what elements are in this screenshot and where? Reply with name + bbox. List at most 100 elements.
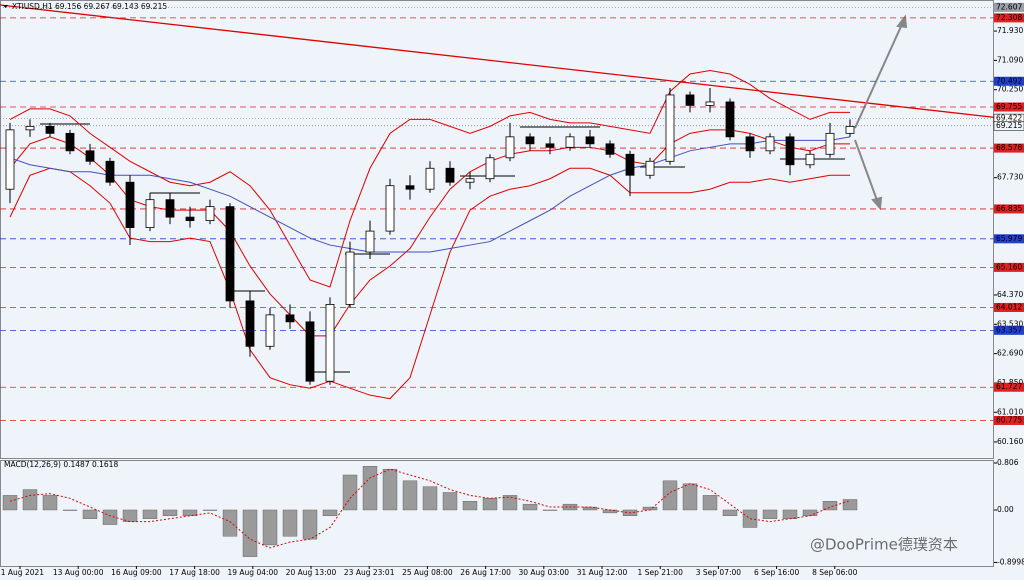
macd-bar (142, 509, 158, 519)
macd-bar (822, 501, 838, 511)
macd-bar (362, 466, 378, 511)
candle-body (45, 125, 55, 134)
candle-body (545, 143, 555, 148)
level-label: 66.835 (996, 204, 1022, 213)
macd-bar (542, 509, 558, 511)
y-tick-label: 67.730 (997, 173, 1023, 182)
macd-bar (742, 509, 758, 528)
candle-body (225, 206, 235, 302)
candle-body (845, 125, 855, 134)
candle-body (725, 101, 735, 138)
watermark: @DooPrime德璞资本 (810, 536, 958, 554)
x-tick-label: 26 Aug 17:00 (460, 568, 511, 577)
level-label: 65.160 (996, 262, 1022, 271)
level-label: 63.357 (996, 325, 1022, 334)
macd-tick-label: 0.806 (997, 458, 1019, 467)
x-tick-label: 20 Aug 13:00 (286, 568, 337, 577)
macd-bar (82, 509, 98, 519)
macd-tick-label: 0.00 (997, 505, 1014, 514)
candle-body (665, 94, 675, 162)
macd-bar (222, 509, 238, 537)
candle-body (585, 136, 595, 145)
candle-body (325, 304, 335, 382)
level-label: 68.578 (996, 143, 1022, 152)
y-tick-label: 61.850 (997, 378, 1023, 387)
candle-body (605, 143, 615, 155)
macd-bar (442, 492, 458, 511)
candle-body (745, 136, 755, 152)
candle-body (125, 181, 135, 229)
candle-body (385, 185, 395, 232)
x-tick-label: 13 Aug 00:00 (53, 568, 104, 577)
indicator-line (9, 167, 850, 400)
x-tick-label: 6 Sep 16:00 (754, 568, 800, 577)
arrows (854, 14, 908, 211)
level-label: 69.755 (996, 102, 1022, 111)
macd-bar (302, 509, 318, 540)
macd-tick-label: -0.8998 (997, 557, 1024, 566)
candle-body (205, 206, 215, 222)
candle-body (685, 94, 695, 106)
macd-bar (842, 499, 858, 511)
y-tick-label: 64.370 (997, 290, 1023, 299)
macd-bar (22, 489, 38, 511)
macd-bar (422, 486, 438, 511)
y-tick-label: 71.090 (997, 55, 1023, 64)
level-label-bg (994, 325, 1024, 335)
candle-body (305, 321, 315, 382)
candle-body (465, 178, 475, 183)
macd-panel (0, 460, 994, 567)
candle-body (565, 136, 575, 148)
candle-body (5, 129, 15, 190)
candle-body (485, 157, 495, 180)
candle-body (425, 167, 435, 190)
candle-body (505, 136, 515, 159)
indicator-line (9, 136, 851, 253)
candle-body (185, 216, 195, 222)
y-tick-label: 71.930 (997, 26, 1023, 35)
price-label-bg (993, 121, 1024, 131)
x-tick-label: 17 Aug 18:00 (169, 568, 220, 577)
trendline (0, 4, 1001, 119)
candle-body (345, 251, 355, 305)
macd-bar (262, 509, 278, 546)
level-label: 64.012 (996, 302, 1022, 311)
macd-bar (722, 509, 738, 517)
macd-title: MACD(12,26,9) 0.1487 0.1618 (4, 460, 118, 469)
macd-bar (682, 483, 698, 511)
main-panel (0, 0, 994, 459)
level-label-bg (994, 204, 1024, 214)
level-label-bg (994, 382, 1024, 392)
macd-bar (462, 501, 478, 511)
macd-bar (102, 509, 118, 525)
level-label-bg (994, 76, 1024, 86)
candle-body (785, 136, 795, 166)
header-icon (3, 5, 8, 8)
level-label: 72.607 (996, 2, 1022, 11)
x-tick-label: 16 Aug 09:00 (111, 568, 162, 577)
macd-bar (382, 468, 398, 511)
macd-bar (782, 509, 798, 519)
macd-bar (342, 474, 358, 511)
x-tick-label: 11 Aug 2021 (0, 568, 44, 577)
y-tick-label: 60.160 (997, 437, 1023, 446)
macd-bar (762, 509, 778, 519)
level-label: 60.775 (996, 415, 1022, 424)
macd-bar (62, 509, 78, 511)
level-label: 72.308 (996, 13, 1022, 22)
candle-body (705, 101, 715, 106)
macd-bar (2, 495, 18, 511)
level-label: 61.727 (996, 382, 1022, 391)
macd-signal (9, 468, 851, 549)
macd-bar (802, 509, 818, 517)
y-tick-label: 61.010 (997, 407, 1023, 416)
candle-body (145, 199, 155, 229)
candle-body (445, 167, 455, 183)
y-tick-label: 62.690 (997, 349, 1023, 358)
level-label-bg (994, 262, 1024, 272)
macd-bar (202, 509, 218, 511)
x-tick-label: 23 Aug 23:01 (344, 568, 395, 577)
candle-body (165, 199, 175, 218)
